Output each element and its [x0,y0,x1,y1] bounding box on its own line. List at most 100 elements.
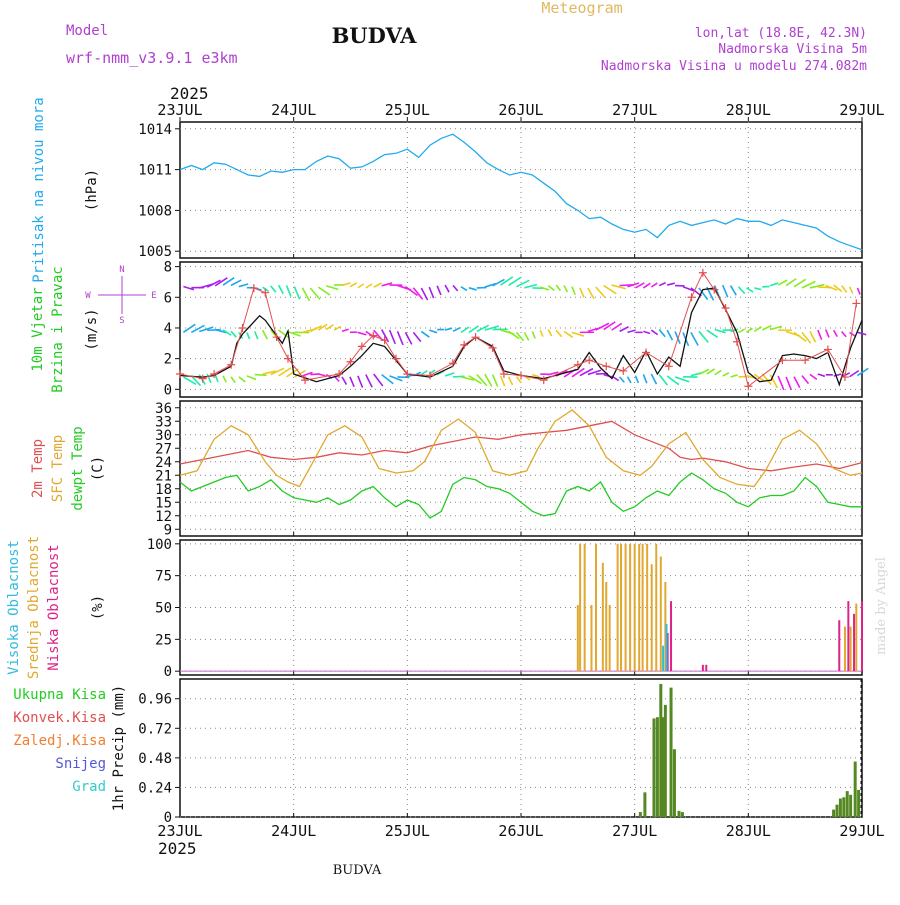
wind-arrow [326,286,338,290]
y-tick-label-precip: 0.96 [138,692,172,708]
y-tick-label-cloud: 50 [155,601,172,617]
y-tick-label-pressure: 1005 [138,244,172,260]
elevation-label: Nadmorska Visina 5m [718,42,867,57]
date-label-bottom: 28JUL [726,822,771,840]
wind-arrow [247,376,256,380]
wind-arrow [231,377,235,383]
chart-layer: 23JUL23JUL24JUL24JUL25JUL25JUL26JUL26JUL… [6,97,885,840]
date-label-bottom: 24JUL [271,822,316,840]
wind-arrow [453,328,460,332]
date-label-bottom: 27JUL [612,822,657,840]
y-tick-label-precip: 0.72 [138,721,172,737]
wind-arrow [524,332,528,340]
precip-bar [832,810,835,817]
wind-arrow [834,374,841,376]
wind-arrow [810,331,816,342]
wind-arrow [667,283,675,285]
date-label-top: 26JUL [498,101,543,119]
wind-arrow [857,368,868,375]
wind-arrow [445,373,454,376]
wind-arrow [857,288,860,295]
wind-arrow [231,280,241,285]
legend-precip-3: Snijeg [55,756,106,772]
wind-arrow [723,285,728,297]
y-tick-label-wind: 2 [164,352,172,368]
wind-arrow [778,376,784,390]
compass-e: E [151,291,156,301]
y-tick-label-precip: 0.24 [138,780,172,796]
wind-arrow [358,332,367,334]
wind-arrow [770,375,777,388]
y-tick-label-cloud: 25 [155,632,172,648]
wind-arrow [842,286,847,293]
wind-arrow [572,287,575,295]
precip-bar [643,792,646,817]
wind-arrow [651,330,657,335]
wind-arrow [429,287,433,298]
wind-marker-plus [801,356,809,364]
wind-arrow [794,377,800,388]
wind-arrow [255,375,267,376]
wind-marker-plus [699,269,707,277]
date-label-top: 23JUL [157,101,202,119]
wind-arrow [271,286,276,292]
wind-arrow [596,287,605,298]
y-tick-label-pressure: 1014 [138,122,172,138]
wind-arrow [635,376,638,383]
wind-arrow [358,376,363,388]
precip-bar [677,811,680,817]
y-tick-label-precip: 0.48 [138,751,172,767]
wind-arrow [564,285,567,292]
panel-label-temp-2: dewpt Temp [70,426,86,510]
wind-marker-plus [250,284,258,292]
wind-arrow [374,374,383,386]
precip-bar [681,812,684,817]
panel-unit-temp: (C) [90,456,106,481]
wind-arrow [612,323,622,330]
wind-arrow [731,375,738,377]
precip-bar [846,791,849,817]
wind-marker-plus [852,299,860,307]
wind-arrow [342,377,346,385]
precip-bar [842,797,845,817]
wind-marker-plus [688,293,696,301]
panel-label-pressure: Pritisak na nivou mora [31,97,47,282]
wind-marker-plus [426,372,434,380]
legend-precip-2: Zaledj.Kisa [13,733,106,749]
wind-arrow [794,332,806,341]
wind-arrow [390,330,396,344]
wind-arrow [786,279,796,286]
wind-arrow [826,330,829,338]
wind-arrow [620,327,629,332]
precip-bar [839,799,842,817]
wind-arrow [834,330,838,336]
wind-arrow [461,287,467,291]
panel-unit-precip: 1hr Precip (mm) [111,685,127,811]
precip-bar [835,805,838,817]
precip-bar [857,790,860,817]
wind-arrow [850,287,853,294]
panel-label-cloud-2: Niska Oblacnost [46,544,62,670]
y-tick-label-wind: 6 [164,290,172,306]
date-label-bottom: 25JUL [385,822,430,840]
wind-arrow [326,325,333,330]
wind-marker-plus [460,341,468,349]
wind-arrow [374,283,382,287]
wind-arrow [675,377,689,382]
wind-arrow [287,285,291,296]
wind-arrow [540,330,543,336]
wind-arrow [770,283,778,286]
wind-marker-plus [210,370,218,378]
model-label: Model [66,23,108,39]
wind-arrow [604,286,617,294]
wind-arrow [643,374,646,383]
y-tick-label-wind: 8 [164,260,172,276]
wind-arrow [263,330,268,339]
panel-label-cloud-1: Srednja Oblacnost [26,536,42,679]
wind-arrow [643,331,650,333]
wind-marker-plus [824,345,832,353]
precip-bar [656,717,659,817]
wind-arrow [255,332,258,340]
wind-arrow [413,332,420,341]
wind-marker-plus [176,370,184,378]
